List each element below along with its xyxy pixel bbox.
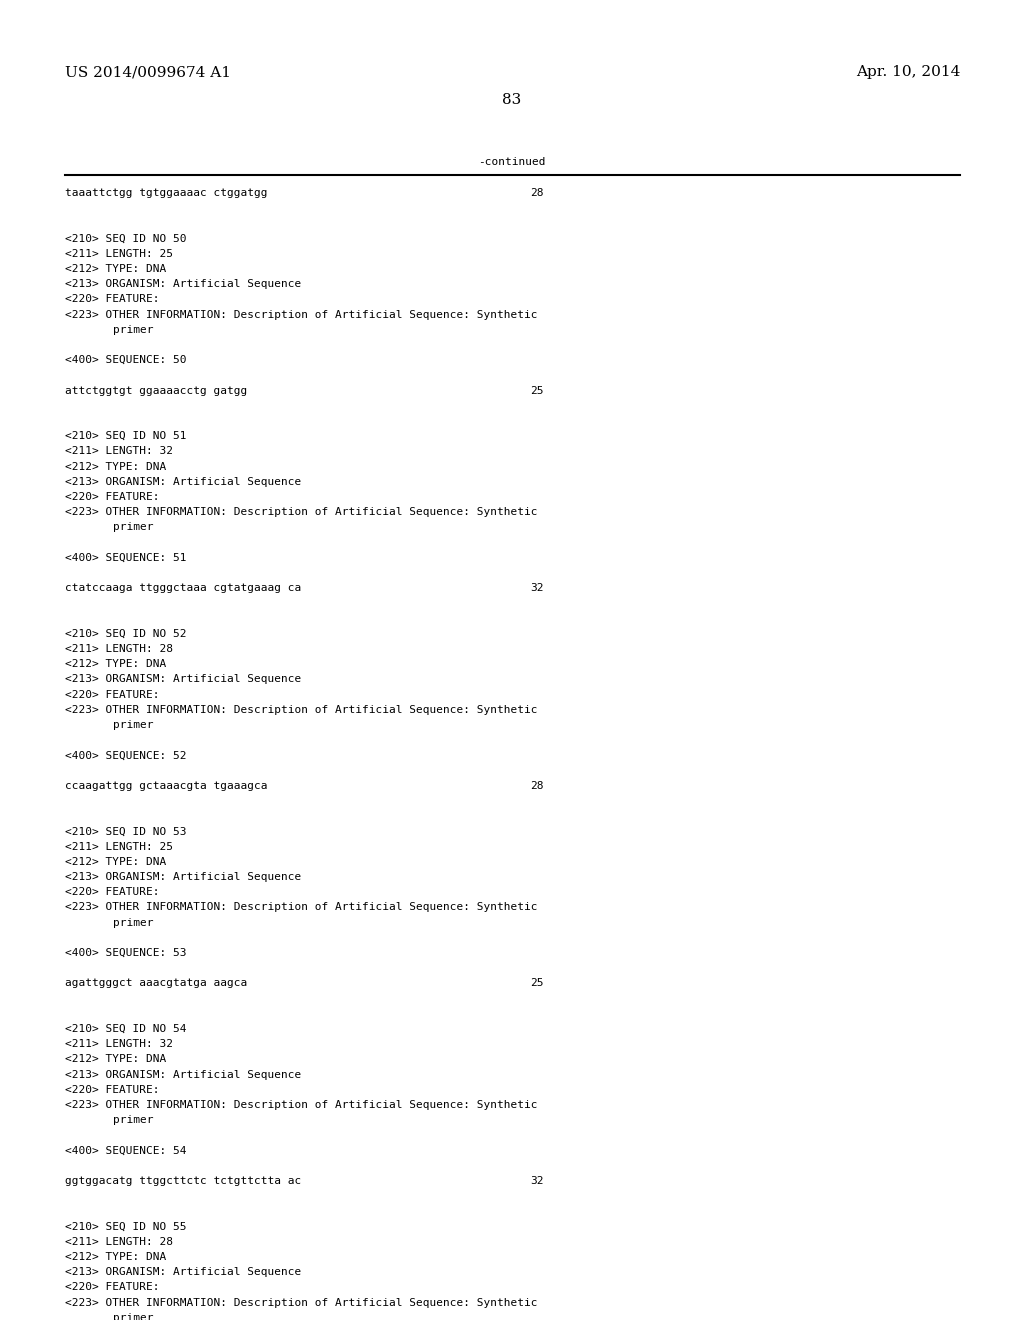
Text: <213> ORGANISM: Artificial Sequence: <213> ORGANISM: Artificial Sequence: [65, 1069, 301, 1080]
Text: <211> LENGTH: 28: <211> LENGTH: 28: [65, 1237, 173, 1247]
Text: <210> SEQ ID NO 53: <210> SEQ ID NO 53: [65, 826, 186, 837]
Text: attctggtgt ggaaaacctg gatgg: attctggtgt ggaaaacctg gatgg: [65, 385, 247, 396]
Text: 28: 28: [530, 187, 544, 198]
Text: 25: 25: [530, 978, 544, 989]
Text: <212> TYPE: DNA: <212> TYPE: DNA: [65, 462, 166, 471]
Text: 32: 32: [530, 1176, 544, 1185]
Text: <213> ORGANISM: Artificial Sequence: <213> ORGANISM: Artificial Sequence: [65, 675, 301, 684]
Text: <212> TYPE: DNA: <212> TYPE: DNA: [65, 1055, 166, 1064]
Text: <400> SEQUENCE: 53: <400> SEQUENCE: 53: [65, 948, 186, 958]
Text: primer: primer: [113, 325, 154, 335]
Text: <213> ORGANISM: Artificial Sequence: <213> ORGANISM: Artificial Sequence: [65, 477, 301, 487]
Text: <223> OTHER INFORMATION: Description of Artificial Sequence: Synthetic: <223> OTHER INFORMATION: Description of …: [65, 507, 538, 517]
Text: <211> LENGTH: 28: <211> LENGTH: 28: [65, 644, 173, 653]
Text: US 2014/0099674 A1: US 2014/0099674 A1: [65, 65, 231, 79]
Text: primer: primer: [113, 719, 154, 730]
Text: <210> SEQ ID NO 52: <210> SEQ ID NO 52: [65, 628, 186, 639]
Text: 25: 25: [530, 385, 544, 396]
Text: <220> FEATURE:: <220> FEATURE:: [65, 1283, 160, 1292]
Text: <213> ORGANISM: Artificial Sequence: <213> ORGANISM: Artificial Sequence: [65, 280, 301, 289]
Text: <210> SEQ ID NO 51: <210> SEQ ID NO 51: [65, 432, 186, 441]
Text: <220> FEATURE:: <220> FEATURE:: [65, 492, 160, 502]
Text: <223> OTHER INFORMATION: Description of Artificial Sequence: Synthetic: <223> OTHER INFORMATION: Description of …: [65, 1298, 538, 1308]
Text: <212> TYPE: DNA: <212> TYPE: DNA: [65, 1251, 166, 1262]
Text: <211> LENGTH: 25: <211> LENGTH: 25: [65, 248, 173, 259]
Text: <220> FEATURE:: <220> FEATURE:: [65, 1085, 160, 1094]
Text: <220> FEATURE:: <220> FEATURE:: [65, 689, 160, 700]
Text: 32: 32: [530, 583, 544, 593]
Text: <400> SEQUENCE: 51: <400> SEQUENCE: 51: [65, 553, 186, 562]
Text: <400> SEQUENCE: 50: <400> SEQUENCE: 50: [65, 355, 186, 366]
Text: primer: primer: [113, 1313, 154, 1320]
Text: <220> FEATURE:: <220> FEATURE:: [65, 887, 160, 898]
Text: ggtggacatg ttggcttctc tctgttctta ac: ggtggacatg ttggcttctc tctgttctta ac: [65, 1176, 301, 1185]
Text: <211> LENGTH: 32: <211> LENGTH: 32: [65, 1039, 173, 1049]
Text: <223> OTHER INFORMATION: Description of Artificial Sequence: Synthetic: <223> OTHER INFORMATION: Description of …: [65, 1100, 538, 1110]
Text: <213> ORGANISM: Artificial Sequence: <213> ORGANISM: Artificial Sequence: [65, 873, 301, 882]
Text: agattgggct aaacgtatga aagca: agattgggct aaacgtatga aagca: [65, 978, 247, 989]
Text: <220> FEATURE:: <220> FEATURE:: [65, 294, 160, 305]
Text: <210> SEQ ID NO 55: <210> SEQ ID NO 55: [65, 1221, 186, 1232]
Text: 28: 28: [530, 781, 544, 791]
Text: <210> SEQ ID NO 54: <210> SEQ ID NO 54: [65, 1024, 186, 1034]
Text: <400> SEQUENCE: 54: <400> SEQUENCE: 54: [65, 1146, 186, 1155]
Text: <223> OTHER INFORMATION: Description of Artificial Sequence: Synthetic: <223> OTHER INFORMATION: Description of …: [65, 903, 538, 912]
Text: taaattctgg tgtggaaaac ctggatgg: taaattctgg tgtggaaaac ctggatgg: [65, 187, 267, 198]
Text: <210> SEQ ID NO 50: <210> SEQ ID NO 50: [65, 234, 186, 244]
Text: <212> TYPE: DNA: <212> TYPE: DNA: [65, 857, 166, 867]
Text: <223> OTHER INFORMATION: Description of Artificial Sequence: Synthetic: <223> OTHER INFORMATION: Description of …: [65, 310, 538, 319]
Text: 83: 83: [503, 92, 521, 107]
Text: primer: primer: [113, 523, 154, 532]
Text: ctatccaaga ttgggctaaa cgtatgaaag ca: ctatccaaga ttgggctaaa cgtatgaaag ca: [65, 583, 301, 593]
Text: <400> SEQUENCE: 52: <400> SEQUENCE: 52: [65, 750, 186, 760]
Text: <212> TYPE: DNA: <212> TYPE: DNA: [65, 264, 166, 275]
Text: ccaagattgg gctaaacgta tgaaagca: ccaagattgg gctaaacgta tgaaagca: [65, 781, 267, 791]
Text: <211> LENGTH: 25: <211> LENGTH: 25: [65, 842, 173, 851]
Text: Apr. 10, 2014: Apr. 10, 2014: [856, 65, 961, 79]
Text: primer: primer: [113, 917, 154, 928]
Text: <211> LENGTH: 32: <211> LENGTH: 32: [65, 446, 173, 457]
Text: <213> ORGANISM: Artificial Sequence: <213> ORGANISM: Artificial Sequence: [65, 1267, 301, 1278]
Text: primer: primer: [113, 1115, 154, 1125]
Text: <212> TYPE: DNA: <212> TYPE: DNA: [65, 659, 166, 669]
Text: -continued: -continued: [478, 157, 546, 168]
Text: <223> OTHER INFORMATION: Description of Artificial Sequence: Synthetic: <223> OTHER INFORMATION: Description of …: [65, 705, 538, 715]
